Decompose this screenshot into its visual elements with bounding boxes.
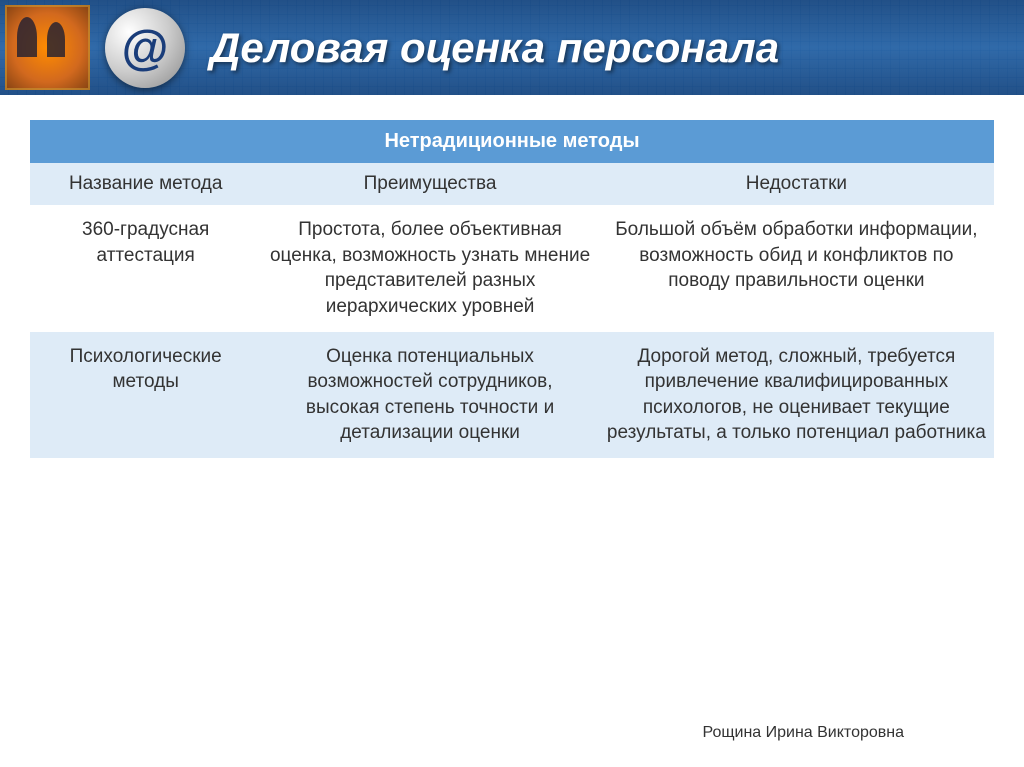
table-row: Психологические методы Оценка потенциаль… — [30, 332, 994, 459]
table-title-cell: Нетрадиционные методы — [30, 120, 994, 163]
cell-method-name: 360-градусная аттестация — [30, 205, 261, 332]
slide-title: Деловая оценка персонала — [210, 24, 779, 72]
cell-disadvantages: Большой объём обработки информации, возм… — [599, 205, 994, 332]
column-header-advantages: Преимущества — [261, 163, 598, 205]
cell-disadvantages: Дорогой метод, сложный, требуется привле… — [599, 332, 994, 459]
column-header-name: Название метода — [30, 163, 261, 205]
cell-advantages: Простота, более объективная оценка, возм… — [261, 205, 598, 332]
table-header-row: Название метода Преимущества Недостатки — [30, 163, 994, 205]
table-row: 360-градусная аттестация Простота, более… — [30, 205, 994, 332]
header-decoration: @ — [0, 0, 200, 95]
at-symbol-icon: @ — [105, 8, 185, 88]
author-name: Рощина Ирина Викторовна — [702, 724, 904, 742]
cell-advantages: Оценка потенциальных возможностей сотруд… — [261, 332, 598, 459]
decor-image — [5, 5, 90, 90]
cell-method-name: Психологические методы — [30, 332, 261, 459]
slide-content: Нетрадиционные методы Название метода Пр… — [0, 95, 1024, 468]
slide-header: @ Деловая оценка персонала — [0, 0, 1024, 95]
column-header-disadvantages: Недостатки — [599, 163, 994, 205]
methods-table: Нетрадиционные методы Название метода Пр… — [30, 120, 994, 458]
table-title-row: Нетрадиционные методы — [30, 120, 994, 163]
